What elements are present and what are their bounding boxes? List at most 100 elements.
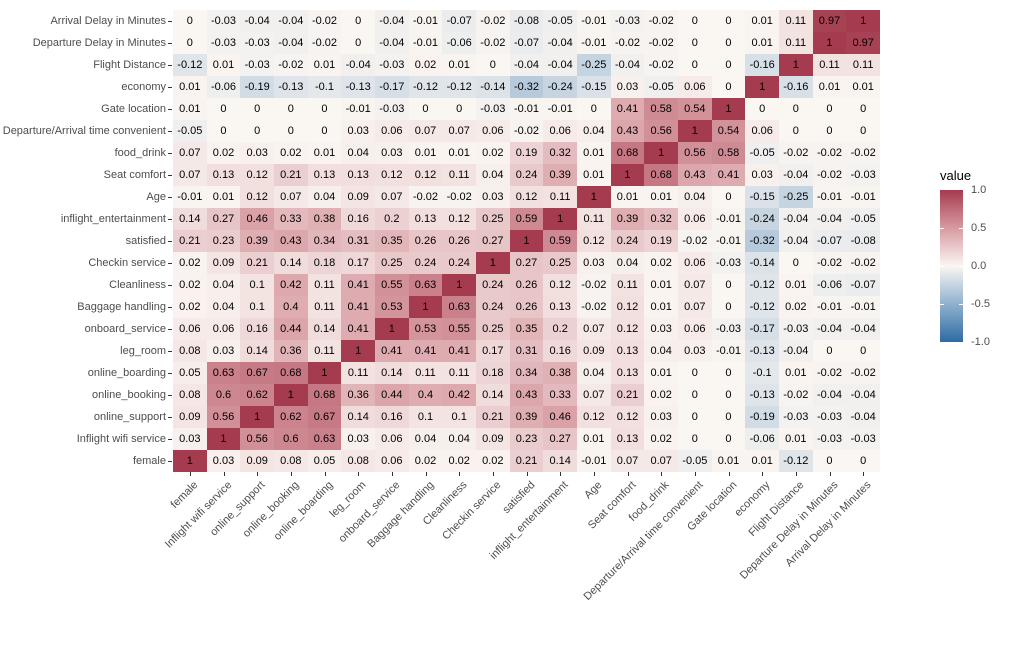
heatmap-cell: 0.01 [442, 142, 476, 164]
heatmap-cell: 0.27 [476, 230, 510, 252]
legend-tick-mark [940, 266, 944, 267]
heatmap-cell: -0.02 [408, 186, 443, 208]
heatmap-cell: 0.13 [341, 164, 375, 186]
heatmap-cell: 0.03 [644, 318, 678, 340]
heatmap-cell: 0.11 [610, 274, 645, 296]
heatmap-cell: 1 [476, 252, 510, 274]
heatmap-cell: 0 [442, 98, 476, 120]
y-axis-label: Cleanliness [109, 279, 166, 291]
heatmap-cell: 0.14 [375, 362, 409, 384]
heatmap-cell: 0 [711, 186, 746, 208]
heatmap-cell: 0 [678, 54, 712, 76]
heatmap-cell: 0.58 [644, 98, 678, 120]
heatmap-cell: 1 [442, 274, 476, 296]
heatmap-cell: 0.09 [341, 186, 375, 208]
heatmap-cell: 0.06 [375, 450, 409, 472]
heatmap-cell: 0.44 [375, 384, 409, 406]
x-axis-tick [627, 472, 629, 476]
heatmap-cell: -0.04 [812, 318, 847, 340]
heatmap-cell: 0.13 [543, 296, 577, 318]
heatmap-cell: 1 [678, 120, 712, 142]
heatmap-cell: -0.01 [408, 10, 443, 32]
heatmap-cell: 0.35 [509, 318, 544, 340]
legend-gradient-bar [940, 190, 963, 342]
heatmap-cell: -0.03 [846, 428, 880, 450]
heatmap-cell: -0.02 [644, 10, 678, 32]
heatmap-cell: -0.14 [476, 76, 510, 98]
x-axis-tick [425, 472, 427, 476]
heatmap-cell: 1 [812, 32, 847, 54]
heatmap-cell: -0.04 [341, 54, 375, 76]
heatmap-cell: 0.6 [274, 428, 308, 450]
y-axis-label: inflight_entertainment [60, 213, 166, 225]
x-axis-tick [762, 472, 764, 476]
heatmap-cell: 0.56 [240, 428, 274, 450]
heatmap-cell: 0.36 [341, 384, 375, 406]
heatmap-cell: 0.63 [408, 274, 443, 296]
heatmap-cell: 0.24 [509, 164, 544, 186]
heatmap-cell: 0.05 [173, 362, 207, 384]
heatmap-cell: 0.07 [644, 450, 678, 472]
heatmap-cell: -0.1 [307, 76, 342, 98]
heatmap-cell: -0.01 [509, 98, 544, 120]
heatmap-cell: 0 [173, 10, 207, 32]
heatmap-cell: 0.27 [509, 252, 544, 274]
heatmap-cell: -0.03 [846, 164, 880, 186]
heatmap-cell: 0.01 [711, 450, 746, 472]
heatmap-cell: -0.01 [173, 186, 207, 208]
heatmap-cell: 0 [711, 54, 746, 76]
heatmap-cell: 0.55 [375, 274, 409, 296]
heatmap-cell: 1 [610, 164, 645, 186]
heatmap-cell: 0 [711, 274, 746, 296]
heatmap-cell: 0.01 [745, 450, 779, 472]
heatmap-cell: 0.07 [442, 120, 476, 142]
legend-tick-mark [940, 304, 944, 305]
heatmap-cell: 0.21 [509, 450, 544, 472]
heatmap-cell: 0.01 [610, 186, 645, 208]
heatmap-cell: 0.11 [543, 186, 577, 208]
legend-tick-label: 1.0 [971, 184, 987, 196]
heatmap-cell: 0.63 [307, 428, 342, 450]
heatmap-cell: 0.01 [577, 164, 611, 186]
heatmap-cell: 0 [711, 406, 746, 428]
heatmap-cell: 0 [678, 384, 712, 406]
heatmap-cell: 1 [274, 384, 308, 406]
heatmap-cell: 0.31 [341, 230, 375, 252]
color-legend: value 1.0 0.5 0.0 -0.5 -1.0 [938, 168, 1024, 368]
y-axis-label: female [132, 455, 166, 467]
heatmap-cell: 0.03 [341, 428, 375, 450]
heatmap-cell: 0.16 [240, 318, 274, 340]
heatmap-cell: -0.07 [442, 10, 476, 32]
heatmap-cell: 0 [274, 98, 308, 120]
heatmap-cell: -0.24 [543, 76, 577, 98]
heatmap-cell: 0.02 [173, 274, 207, 296]
heatmap-cell: 0.04 [341, 142, 375, 164]
heatmap-cell: 0.12 [610, 296, 645, 318]
y-axis-tick [168, 461, 172, 462]
heatmap-cell: -0.07 [812, 230, 847, 252]
heatmap-cell: 0.55 [442, 318, 476, 340]
heatmap-cell: 0.13 [307, 164, 342, 186]
heatmap-cell: -0.03 [779, 406, 813, 428]
heatmap-cell: 0.08 [341, 450, 375, 472]
heatmap-cell: 0 [846, 120, 880, 142]
heatmap-cell: 0.18 [476, 362, 510, 384]
heatmap-cell: 0.41 [341, 296, 375, 318]
heatmap-cell: 0.02 [408, 54, 443, 76]
y-axis-label: Inflight wifi service [76, 433, 166, 445]
heatmap-cell: 1 [173, 450, 207, 472]
heatmap-cell: 0.11 [307, 340, 342, 362]
heatmap-cell: -0.05 [846, 208, 880, 230]
heatmap-cell: 0.04 [206, 274, 241, 296]
heatmap-cell: 0.06 [678, 318, 712, 340]
y-axis-tick [168, 263, 172, 264]
y-axis-label: Seat comfort [103, 169, 166, 181]
heatmap-cell: 0.56 [644, 120, 678, 142]
heatmap-cell: 0.12 [375, 164, 409, 186]
heatmap-cell: 0.03 [240, 142, 274, 164]
heatmap-cell: 0.06 [476, 120, 510, 142]
heatmap-cell: -0.01 [711, 230, 746, 252]
y-axis-tick [168, 439, 172, 440]
heatmap-cell: -0.02 [846, 142, 880, 164]
heatmap-cell: 0.02 [476, 450, 510, 472]
